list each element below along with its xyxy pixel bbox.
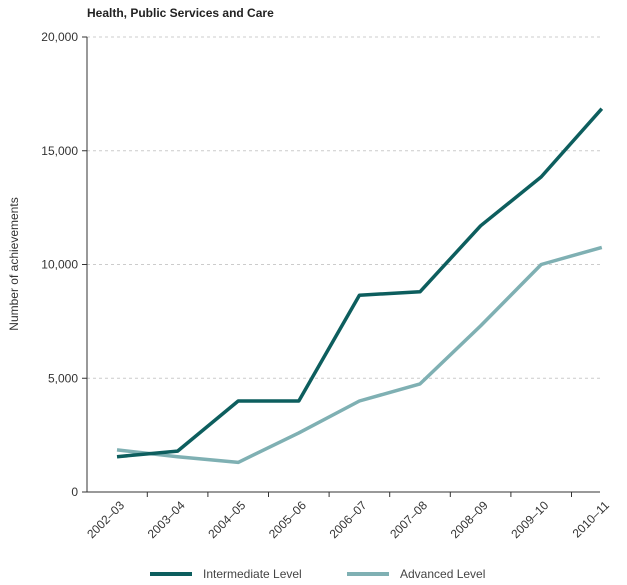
x-tick-label: 2002–03 <box>84 498 127 541</box>
legend-label: Intermediate Level <box>203 567 302 581</box>
y-tick-label: 15,000 <box>41 144 78 158</box>
series-line-intermediate-level <box>116 107 604 459</box>
x-tick-label: 2007–08 <box>387 498 430 541</box>
series-line-advanced-level <box>116 245 603 465</box>
x-tick-label: 2006–07 <box>327 498 370 541</box>
series-lines <box>116 107 604 465</box>
axes <box>86 37 600 493</box>
x-tick-label: 2010–11 <box>570 498 613 541</box>
x-tick-label: 2004–05 <box>205 498 248 541</box>
x-tick-label: 2005–06 <box>266 498 309 541</box>
y-tick-label: 0 <box>71 485 78 499</box>
legend: Intermediate Level Advanced Level <box>150 567 485 581</box>
x-tick-label: 2009–10 <box>508 498 551 541</box>
grid-lines <box>87 36 600 379</box>
legend-label: Advanced Level <box>400 567 485 581</box>
y-tick-label: 10,000 <box>41 258 78 272</box>
chart-title: Health, Public Services and Care <box>87 6 274 20</box>
y-axis-ticks: 0 5,000 10,000 15,000 20,000 <box>41 30 87 499</box>
x-tick-label: 2003–04 <box>145 498 188 541</box>
x-axis-ticks: 2002–03 2003–04 2004–05 2005–06 2006–07 2007–… <box>84 492 613 541</box>
x-tick-label: 2008–09 <box>448 498 491 541</box>
y-axis-label: Number of achievements <box>7 197 21 330</box>
y-tick-label: 20,000 <box>41 30 78 44</box>
y-tick-label: 5,000 <box>48 371 78 385</box>
